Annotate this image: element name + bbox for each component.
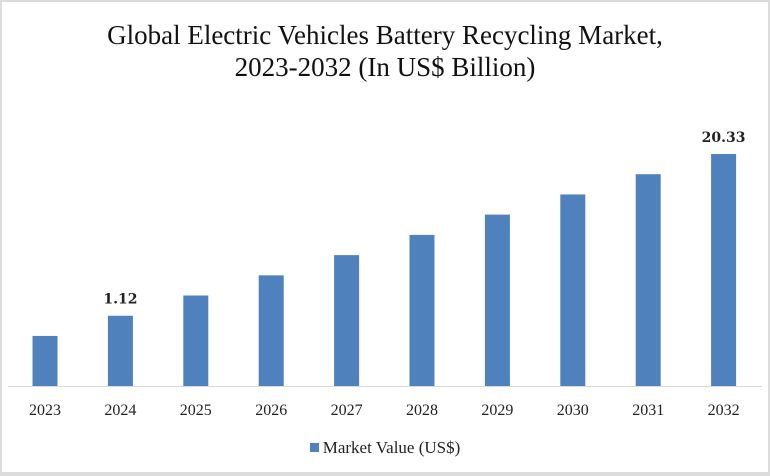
legend-label: Market Value (US$)	[322, 438, 461, 457]
bar-2027	[334, 255, 360, 386]
x-tick-label: 2023	[29, 402, 61, 419]
x-tick-label: 2030	[557, 402, 589, 419]
x-tick-label: 2026	[255, 402, 287, 419]
data-label: 1.12	[103, 292, 137, 308]
chart-title: Global Electric Vehicles Battery Recycli…	[107, 20, 663, 50]
x-tick-label: 2025	[180, 402, 212, 419]
bar-2030	[560, 194, 586, 386]
x-tick-label: 2029	[481, 402, 513, 419]
bar-2031	[635, 174, 661, 386]
x-tick-label: 2028	[406, 402, 438, 419]
bar-2032	[711, 154, 737, 386]
bar-2029	[484, 214, 510, 386]
bar-2024	[107, 315, 133, 386]
bar-2025	[183, 295, 209, 386]
bar-2026	[258, 275, 284, 386]
data-label: 20.33	[702, 130, 746, 146]
x-tick-label: 2027	[331, 402, 363, 419]
bar-2028	[409, 234, 435, 386]
x-tick-label: 2031	[632, 402, 664, 419]
chart-subtitle: 2023-2032 (In US$ Billion)	[234, 52, 536, 82]
legend: Market Value (US$)	[0, 438, 770, 458]
x-tick-label: 2032	[708, 402, 740, 419]
x-tick-label: 2024	[104, 402, 136, 419]
bar-2023	[32, 335, 58, 386]
legend-swatch	[309, 443, 319, 452]
